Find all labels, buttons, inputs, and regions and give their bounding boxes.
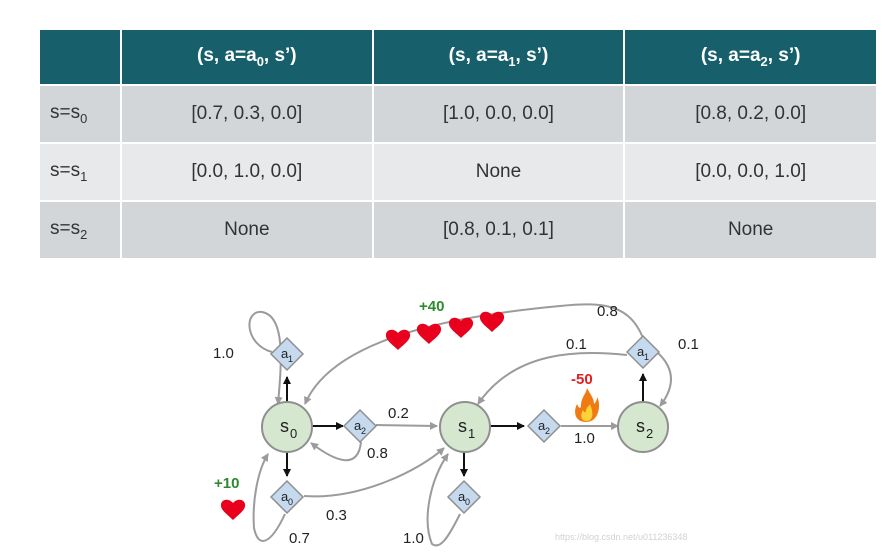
svg-text:s: s — [280, 416, 289, 436]
svg-text:a: a — [538, 418, 546, 433]
column-header-a2: (s, a=a2, s’) — [624, 30, 876, 86]
edge-s2a1-to-s0 — [304, 303, 644, 405]
table-cell: [0.7, 0.3, 0.0] — [121, 85, 374, 144]
edge-s0a0-self — [252, 453, 286, 542]
action-s2-a1: a 1 — [625, 334, 661, 370]
svg-text:a: a — [281, 346, 289, 361]
heart-icon — [220, 499, 246, 520]
table-row: s=s1 [0.0, 1.0, 0.0] None [0.0, 0.0, 1.0… — [40, 143, 876, 202]
prob-label: 0.8 — [367, 445, 388, 462]
table-header-row: (s, a=a0, s’) (s, a=a1, s’) (s, a=a2, s’… — [40, 30, 876, 86]
reward-label-plus10: +10 — [214, 475, 239, 492]
table-cell: None — [121, 201, 374, 260]
svg-text:a: a — [354, 418, 362, 433]
watermark: https://blog.csdn.net/u011236348 — [555, 532, 687, 542]
row-header-s0: s=s0 — [40, 85, 122, 144]
row-header-s2: s=s2 — [40, 201, 122, 260]
edge-s1a0-self — [426, 453, 461, 547]
prob-label: 0.2 — [388, 405, 409, 422]
corner-header-cell — [40, 30, 122, 86]
action-s1-a0: a 0 — [446, 479, 482, 515]
reward-label-plus40: +40 — [419, 298, 444, 315]
table-cell: None — [624, 201, 876, 260]
table-cell: [0.0, 1.0, 0.0] — [121, 143, 374, 202]
svg-text:0: 0 — [290, 426, 297, 441]
action-s0-a1: a 1 — [269, 336, 305, 372]
svg-text:a: a — [281, 489, 289, 504]
svg-text:s: s — [636, 416, 645, 436]
state-s0: s 0 — [261, 401, 313, 453]
svg-text:1: 1 — [288, 354, 293, 364]
prob-label: 0.7 — [289, 530, 310, 547]
prob-label: 0.3 — [326, 507, 347, 524]
heart-icon — [448, 317, 474, 338]
table-cell: None — [372, 143, 626, 202]
prob-label: 0.1 — [678, 336, 699, 353]
prob-label: 0.8 — [597, 303, 618, 320]
svg-text:s: s — [458, 416, 467, 436]
column-header-a0: (s, a=a0, s’) — [121, 30, 374, 86]
table-row: s=s2 None [0.8, 0.1, 0.1] None — [40, 201, 876, 260]
edge-s0a1-self — [248, 310, 283, 405]
svg-text:2: 2 — [545, 426, 550, 436]
edge-s2a1-to-s1 — [477, 351, 628, 405]
heart-icon — [416, 323, 442, 344]
svg-text:2: 2 — [361, 426, 366, 436]
heart-icon — [385, 329, 411, 350]
column-header-a1: (s, a=a1, s’) — [372, 30, 626, 86]
action-s0-a0: a 0 — [269, 479, 305, 515]
edge-s0a2-to-s1 — [375, 421, 438, 430]
svg-text:1: 1 — [468, 426, 475, 441]
edge-s0a0-to-s1 — [303, 447, 445, 498]
state-s1: s 1 — [439, 401, 491, 453]
svg-text:0: 0 — [288, 497, 293, 507]
edge-s2a1-to-s2 — [657, 352, 672, 407]
reward-label-minus50: -50 — [571, 371, 593, 388]
svg-text:1: 1 — [644, 352, 649, 362]
table-cell: [0.8, 0.2, 0.0] — [624, 85, 876, 144]
table-cell: [0.0, 0.0, 1.0] — [624, 143, 876, 202]
transition-table: (s, a=a0, s’) (s, a=a1, s’) (s, a=a2, s’… — [40, 30, 876, 260]
action-s0-a2: a 2 — [342, 408, 378, 444]
prob-label: 1.0 — [213, 345, 234, 362]
prob-label: 0.1 — [566, 336, 587, 353]
row-header-s1: s=s1 — [40, 143, 122, 202]
prob-label: 1.0 — [403, 530, 424, 547]
state-s2: s 2 — [617, 401, 669, 453]
svg-text:2: 2 — [646, 426, 653, 441]
prob-label: 1.0 — [574, 430, 595, 447]
table-row: s=s0 [0.7, 0.3, 0.0] [1.0, 0.0, 0.0] [0.… — [40, 85, 876, 144]
heart-icon — [479, 311, 505, 332]
svg-text:0: 0 — [465, 497, 470, 507]
action-s1-a2: a 2 — [526, 408, 562, 444]
svg-text:a: a — [637, 344, 645, 359]
edge-s0a2-to-s0 — [310, 441, 362, 462]
fire-icon — [575, 388, 600, 422]
table-cell: [0.8, 0.1, 0.1] — [372, 201, 626, 260]
table-cell: [1.0, 0.0, 0.0] — [372, 85, 626, 144]
svg-text:a: a — [458, 489, 466, 504]
